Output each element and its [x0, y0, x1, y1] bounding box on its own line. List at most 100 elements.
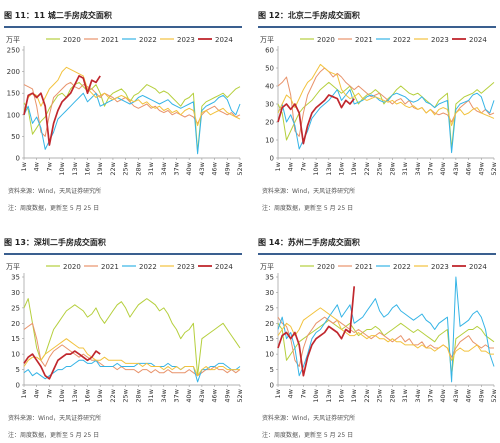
series-line-2023	[277, 307, 494, 361]
y-tick-label: 40	[265, 83, 274, 91]
x-tick-label: 19w	[96, 161, 104, 175]
line-chart: 万平 2020 2021 2022 2023 2024 0 5 10 15 20 25 30 35 1w 4w…	[260, 263, 498, 403]
y-tick-label: 200	[7, 68, 20, 76]
legend-label-2023: 2023	[431, 36, 449, 44]
series-line-2023	[23, 338, 240, 377]
y-tick-label: 10	[265, 351, 274, 359]
x-tick-label: 4w	[33, 161, 41, 171]
series-line-2024	[23, 75, 101, 146]
x-tick-label: 52w	[236, 161, 244, 175]
x-tick-label: 31w	[147, 161, 155, 175]
x-tick-label: 40w	[439, 388, 447, 402]
x-tick-label: 25w	[122, 388, 130, 402]
x-tick-label: 10w	[312, 388, 320, 402]
x-tick-label: 34w	[414, 161, 422, 175]
y-tick-label: 0	[16, 155, 20, 163]
x-tick-label: 49w	[477, 161, 485, 175]
x-tick-label: 43w	[198, 161, 206, 175]
x-tick-label: 28w	[134, 388, 142, 402]
legend-label-2024: 2024	[215, 263, 233, 271]
series-line-2022	[277, 276, 495, 383]
chart-panel-4: 图 14：苏州二手房成交面积 万平 2020 2021 2022 2023 2024 0 5 1…	[254, 227, 500, 443]
x-tick-label: 19w	[350, 388, 358, 402]
x-tick-label: 22w	[109, 388, 117, 402]
x-tick-label: 40w	[439, 161, 447, 175]
x-tick-label: 31w	[401, 161, 409, 175]
x-tick-label: 10w	[58, 161, 66, 175]
chart-title: 图 14：苏州二手房成交面积	[258, 233, 496, 255]
x-tick-label: 19w	[350, 161, 358, 175]
y-unit-label: 万平	[6, 36, 20, 44]
y-tick-label: 30	[11, 289, 20, 297]
y-tick-label: 5	[270, 366, 274, 374]
legend-label-2023: 2023	[177, 36, 195, 44]
series-line-2024	[23, 350, 101, 380]
chart-title: 图 13：深圳二手房成交面积	[4, 233, 242, 255]
x-tick-label: 7w	[299, 388, 307, 398]
x-tick-label: 46w	[465, 161, 473, 175]
x-tick-label: 43w	[198, 388, 206, 402]
y-unit-label: 万平	[6, 263, 20, 271]
legend-label-2024: 2024	[215, 36, 233, 44]
legend-label-2024: 2024	[469, 36, 487, 44]
source-note: 资料来源：Wind，天风证券研究所	[262, 188, 356, 195]
x-tick-label: 43w	[452, 388, 460, 402]
series-line-2024	[277, 286, 356, 377]
x-tick-label: 16w	[338, 161, 346, 175]
y-tick-label: 25	[265, 304, 274, 312]
legend-label-2023: 2023	[431, 263, 449, 271]
y-tick-label: 0	[270, 155, 274, 163]
x-tick-label: 40w	[185, 388, 193, 402]
chart-title: 图 11：11 城二手房成交面积	[4, 6, 242, 28]
x-tick-label: 7w	[299, 161, 307, 171]
line-chart: 万平 2020 2021 2022 2023 2024 0 5 10 15 20 25 30 35 1w 4w…	[6, 263, 244, 403]
y-tick-label: 10	[265, 137, 274, 145]
x-tick-label: 37w	[172, 388, 180, 402]
legend-label-2022: 2022	[139, 263, 157, 271]
x-tick-label: 28w	[388, 388, 396, 402]
x-tick-label: 49w	[223, 161, 231, 175]
y-tick-label: 50	[265, 65, 274, 73]
y-tick-label: 15	[265, 335, 274, 343]
x-tick-label: 7w	[45, 388, 53, 398]
x-tick-label: 37w	[426, 388, 434, 402]
line-chart: 万平 2020 2021 2022 2023 2024 0 50 100 150 200 250 1w 4…	[6, 36, 244, 176]
remark-note: 注：周度数据，更新至 5 月 25 日	[262, 432, 354, 439]
series-line-2024	[277, 94, 355, 145]
series-line-2021	[277, 316, 494, 367]
x-tick-label: 16w	[84, 161, 92, 175]
x-tick-label: 34w	[160, 388, 168, 402]
x-tick-label: 46w	[211, 161, 219, 175]
y-tick-label: 20	[11, 320, 20, 328]
x-tick-label: 4w	[33, 388, 41, 398]
x-tick-label: 22w	[363, 161, 371, 175]
chart-panel-3: 图 13：深圳二手房成交面积 万平 2020 2021 2022 2023 2024 0 5 1…	[0, 227, 246, 443]
y-tick-label: 5	[16, 366, 20, 374]
x-tick-label: 31w	[401, 388, 409, 402]
y-tick-label: 250	[7, 47, 20, 55]
x-tick-label: 25w	[376, 388, 384, 402]
x-tick-label: 37w	[172, 161, 180, 175]
source-note: 资料来源：Wind，天风证券研究所	[8, 415, 102, 422]
x-tick-label: 31w	[147, 388, 155, 402]
y-tick-label: 0	[270, 382, 274, 390]
x-tick-label: 4w	[287, 388, 295, 398]
y-unit-label: 万平	[260, 263, 274, 271]
y-tick-label: 30	[265, 289, 274, 297]
series-line-2020	[23, 298, 241, 377]
legend-label-2021: 2021	[101, 263, 119, 271]
legend-label-2022: 2022	[393, 263, 411, 271]
y-tick-label: 150	[7, 90, 20, 98]
y-tick-label: 0	[16, 382, 20, 390]
y-tick-label: 20	[265, 320, 274, 328]
series-line-2021	[23, 81, 241, 137]
x-tick-label: 1w	[274, 161, 282, 171]
x-tick-label: 10w	[312, 161, 320, 175]
legend-label-2020: 2020	[63, 263, 81, 271]
y-tick-label: 100	[7, 111, 20, 119]
x-tick-label: 52w	[490, 161, 498, 175]
x-tick-label: 46w	[465, 388, 473, 402]
remark-note: 注：周度数据，更新至 5 月 25 日	[262, 205, 354, 212]
y-unit-label: 万平	[260, 36, 274, 44]
x-tick-label: 46w	[211, 388, 219, 402]
